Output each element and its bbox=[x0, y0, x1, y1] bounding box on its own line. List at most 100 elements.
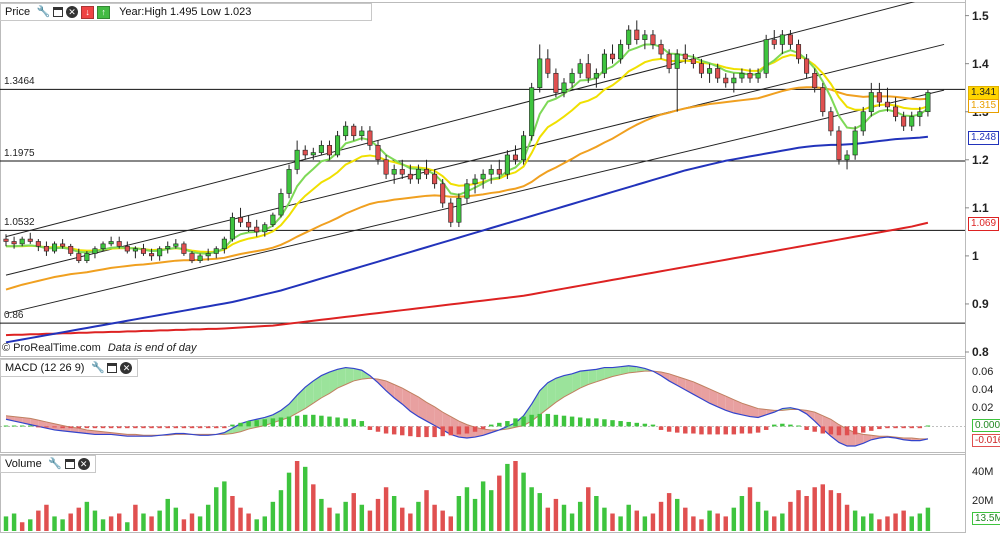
macd-hist-bar bbox=[246, 421, 250, 426]
close-icon[interactable]: ✕ bbox=[78, 458, 90, 470]
price-panel-title: Price bbox=[5, 6, 30, 18]
macd-hist-bar bbox=[885, 426, 889, 428]
macd-hist-bar bbox=[109, 426, 113, 428]
macd-hist-bar bbox=[335, 417, 339, 426]
macd-panel-frame bbox=[1, 359, 966, 453]
volume-bar bbox=[691, 516, 695, 531]
arrow-up-icon[interactable]: ↑ bbox=[97, 6, 110, 19]
candle-body bbox=[109, 241, 113, 243]
candle-body bbox=[319, 145, 323, 152]
candle-body bbox=[335, 136, 339, 155]
macd-hist-bar bbox=[529, 415, 533, 427]
candle-body bbox=[246, 222, 250, 227]
macd-hist-bar bbox=[222, 426, 226, 428]
candle-body bbox=[449, 203, 453, 222]
macd-hist-bar bbox=[724, 426, 728, 434]
candle-body bbox=[174, 244, 178, 246]
macd-hist-bar bbox=[707, 426, 711, 434]
wrench-icon[interactable]: 🔧 bbox=[49, 458, 62, 471]
candle-body bbox=[683, 54, 687, 59]
volume-bar bbox=[643, 516, 647, 531]
close-icon[interactable]: ✕ bbox=[66, 6, 78, 18]
macd-hist-bar bbox=[481, 426, 485, 429]
candle-body bbox=[893, 107, 897, 117]
macd-hist-bar bbox=[667, 426, 671, 431]
volume-bar bbox=[343, 502, 347, 531]
volume-bar bbox=[707, 511, 711, 531]
macd-hist-bar bbox=[287, 417, 291, 427]
price-tag: 1.248 bbox=[968, 131, 999, 145]
candle-body bbox=[117, 241, 121, 246]
window-icon[interactable] bbox=[107, 363, 117, 373]
macd-hist-bar bbox=[263, 419, 267, 426]
volume-bar bbox=[416, 502, 420, 531]
candle-body bbox=[287, 169, 291, 193]
volume-bar bbox=[182, 519, 186, 531]
candle-body bbox=[36, 241, 40, 246]
volume-bar bbox=[465, 487, 469, 531]
volume-bar bbox=[910, 516, 914, 531]
volume-bar bbox=[659, 502, 663, 531]
volume-bar bbox=[683, 508, 687, 531]
volume-bar bbox=[554, 499, 558, 531]
macd-hist-bar bbox=[327, 417, 331, 427]
volume-bar bbox=[918, 514, 922, 532]
macd-hist-bar bbox=[230, 425, 234, 427]
volume-bar bbox=[125, 522, 129, 531]
candle-body bbox=[52, 244, 56, 251]
candle-body bbox=[311, 153, 315, 155]
wrench-icon[interactable]: 🔧 bbox=[37, 6, 50, 19]
macd-hist-bar bbox=[424, 426, 428, 437]
candle-body bbox=[465, 184, 469, 198]
macd-hist-bar bbox=[602, 419, 606, 426]
volume-bar bbox=[254, 519, 258, 531]
macd-hist-bar bbox=[821, 426, 825, 433]
volume-bar bbox=[626, 505, 630, 531]
macd-hist-bar bbox=[610, 420, 614, 426]
candle-body bbox=[12, 241, 16, 243]
volume-bar bbox=[214, 487, 218, 531]
hline-label-1: 1.1975 bbox=[4, 148, 35, 159]
candle-body bbox=[141, 249, 145, 254]
candle-body bbox=[214, 249, 218, 254]
candle-body bbox=[610, 54, 614, 59]
candle-body bbox=[457, 198, 461, 222]
volume-bar bbox=[901, 511, 905, 531]
volume-tick-label: 13.5M bbox=[972, 512, 1000, 525]
macd-hist-bar bbox=[68, 426, 72, 428]
macd-hist-bar bbox=[190, 426, 194, 428]
candle-body bbox=[732, 78, 736, 83]
volume-bar bbox=[610, 514, 614, 532]
volume-bar bbox=[837, 493, 841, 531]
price-tick-label: 1.4 bbox=[972, 57, 989, 71]
volume-bar bbox=[772, 516, 776, 531]
candle-body bbox=[853, 131, 857, 155]
volume-bar bbox=[853, 511, 857, 531]
candle-body bbox=[675, 54, 679, 68]
price-tick-label: 1.5 bbox=[972, 9, 989, 23]
candle-body bbox=[796, 44, 800, 58]
macd-hist-bar bbox=[651, 425, 655, 427]
volume-bar bbox=[594, 496, 598, 531]
volume-bar bbox=[335, 514, 339, 532]
window-icon[interactable] bbox=[53, 7, 63, 17]
macd-hist-bar bbox=[440, 426, 444, 436]
macd-hist-bar bbox=[861, 426, 865, 432]
candle-body bbox=[586, 64, 590, 78]
candle-body bbox=[602, 54, 606, 73]
volume-panel-title: Volume bbox=[5, 458, 42, 470]
close-icon[interactable]: ✕ bbox=[120, 362, 132, 374]
macd-hist-bar bbox=[626, 422, 630, 426]
volume-bar bbox=[675, 499, 679, 531]
candle-body bbox=[198, 256, 202, 261]
volume-bar bbox=[877, 519, 881, 531]
macd-hist-bar bbox=[570, 417, 574, 427]
macd-hist-bar bbox=[699, 426, 703, 434]
wrench-icon[interactable]: 🔧 bbox=[91, 362, 104, 375]
candle-body bbox=[715, 68, 719, 78]
macd-hist-bar bbox=[910, 426, 914, 428]
window-icon[interactable] bbox=[65, 459, 75, 469]
volume-bar bbox=[529, 487, 533, 531]
arrow-down-icon[interactable]: ↓ bbox=[81, 6, 94, 19]
